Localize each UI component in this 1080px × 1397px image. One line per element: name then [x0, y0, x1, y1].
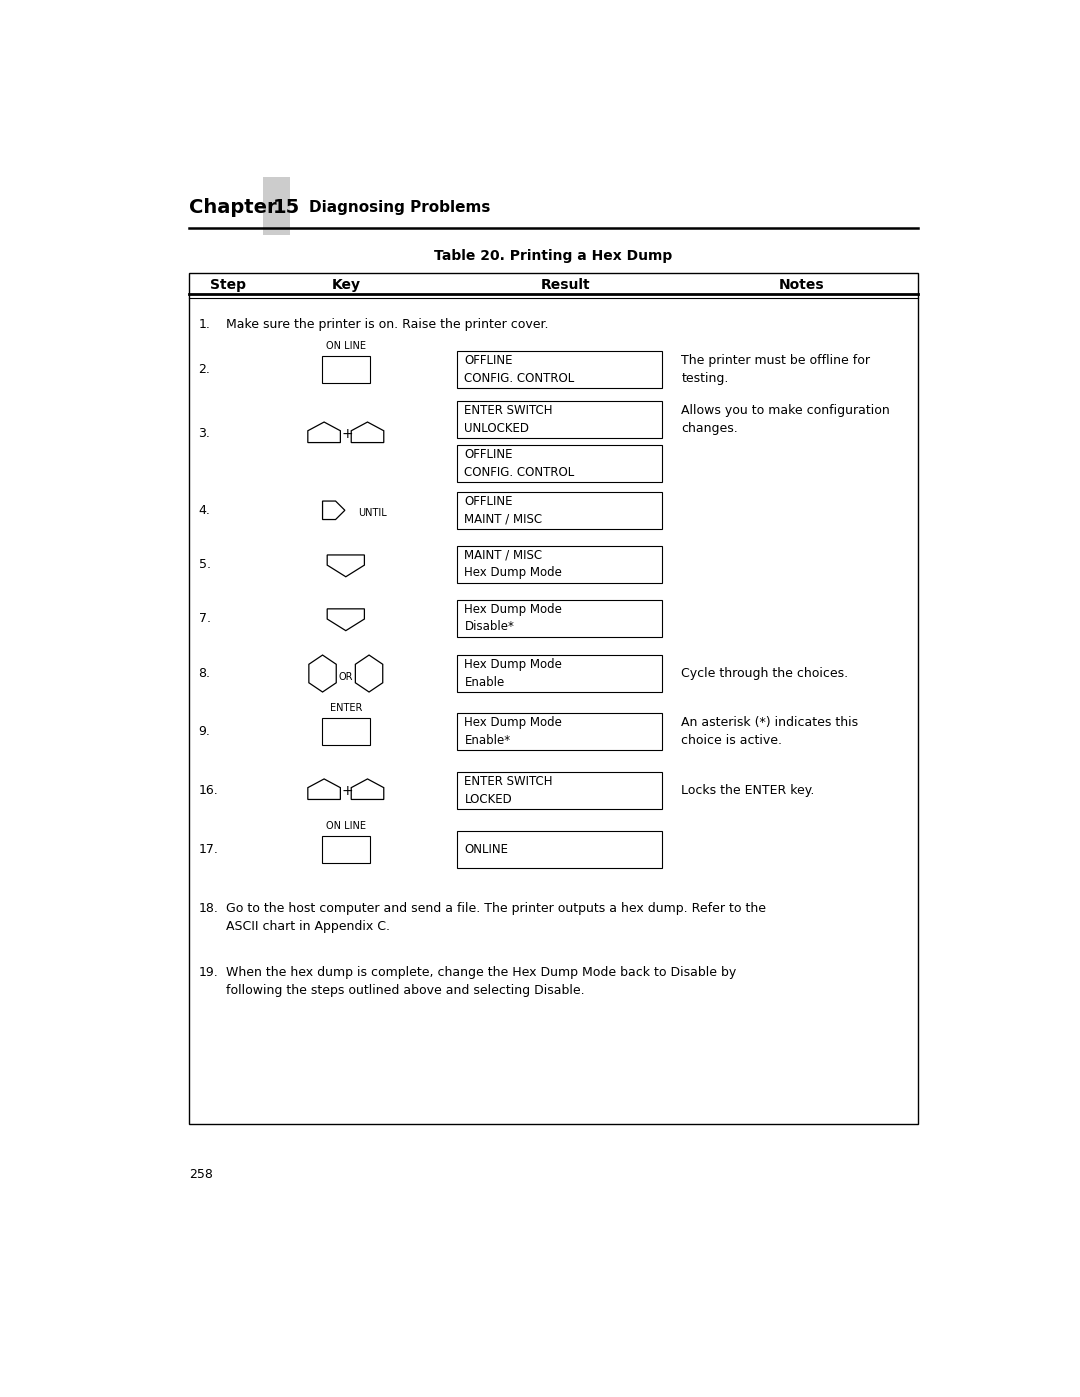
Text: +: +	[341, 784, 353, 798]
Text: Make sure the printer is on. Raise the printer cover.: Make sure the printer is on. Raise the p…	[227, 319, 549, 331]
Text: Cycle through the choices.: Cycle through the choices.	[681, 666, 849, 680]
Text: Hex Dump Mode
Disable*: Hex Dump Mode Disable*	[464, 604, 563, 633]
Text: Locks the ENTER key.: Locks the ENTER key.	[681, 784, 814, 798]
Text: 3.: 3.	[199, 427, 211, 440]
Text: +: +	[341, 426, 353, 440]
Text: Hex Dump Mode
Enable*: Hex Dump Mode Enable*	[464, 717, 563, 746]
Text: ENTER SWITCH
LOCKED: ENTER SWITCH LOCKED	[464, 775, 553, 806]
Text: 7.: 7.	[199, 612, 211, 624]
Text: 8.: 8.	[199, 666, 211, 680]
FancyBboxPatch shape	[457, 712, 662, 750]
Polygon shape	[309, 655, 336, 692]
Text: OFFLINE
CONFIG. CONTROL: OFFLINE CONFIG. CONTROL	[464, 353, 575, 384]
Polygon shape	[323, 502, 345, 520]
FancyBboxPatch shape	[322, 835, 369, 862]
Text: 18.: 18.	[199, 902, 218, 915]
FancyBboxPatch shape	[262, 177, 291, 235]
Text: OR: OR	[338, 672, 353, 682]
FancyBboxPatch shape	[457, 773, 662, 809]
Text: OFFLINE
MAINT / MISC: OFFLINE MAINT / MISC	[464, 495, 542, 525]
Text: ONLINE: ONLINE	[464, 842, 509, 855]
Text: 5.: 5.	[199, 557, 211, 571]
Text: 2.: 2.	[199, 363, 211, 376]
Text: Diagnosing Problems: Diagnosing Problems	[309, 200, 490, 215]
FancyBboxPatch shape	[457, 444, 662, 482]
Text: An asterisk (*) indicates this
choice is active.: An asterisk (*) indicates this choice is…	[681, 715, 859, 747]
Text: 1.: 1.	[199, 319, 211, 331]
Polygon shape	[351, 780, 383, 799]
FancyBboxPatch shape	[457, 492, 662, 529]
FancyBboxPatch shape	[457, 401, 662, 437]
Text: 15: 15	[273, 198, 300, 217]
FancyBboxPatch shape	[322, 718, 369, 745]
Text: MAINT / MISC
Hex Dump Mode: MAINT / MISC Hex Dump Mode	[464, 549, 563, 580]
Text: Chapter: Chapter	[189, 198, 276, 217]
Text: ENTER SWITCH
UNLOCKED: ENTER SWITCH UNLOCKED	[464, 404, 553, 434]
Text: Notes: Notes	[779, 278, 824, 292]
Polygon shape	[327, 555, 364, 577]
Text: Hex Dump Mode
Enable: Hex Dump Mode Enable	[464, 658, 563, 689]
Text: ON LINE: ON LINE	[326, 341, 366, 351]
Text: 9.: 9.	[199, 725, 211, 738]
FancyBboxPatch shape	[322, 356, 369, 383]
FancyBboxPatch shape	[457, 599, 662, 637]
Text: OFFLINE
CONFIG. CONTROL: OFFLINE CONFIG. CONTROL	[464, 448, 575, 479]
FancyBboxPatch shape	[457, 831, 662, 868]
Text: The printer must be offline for
testing.: The printer must be offline for testing.	[681, 353, 870, 386]
Text: 258: 258	[189, 1168, 213, 1180]
Polygon shape	[351, 422, 383, 443]
Text: UNTIL: UNTIL	[359, 507, 387, 518]
Text: Table 20. Printing a Hex Dump: Table 20. Printing a Hex Dump	[434, 249, 673, 263]
Polygon shape	[308, 422, 340, 443]
Text: 16.: 16.	[199, 784, 218, 798]
FancyBboxPatch shape	[189, 274, 918, 1125]
Text: When the hex dump is complete, change the Hex Dump Mode back to Disable by
follo: When the hex dump is complete, change th…	[227, 967, 737, 997]
FancyBboxPatch shape	[457, 351, 662, 388]
FancyBboxPatch shape	[457, 655, 662, 692]
Polygon shape	[327, 609, 364, 630]
Text: Go to the host computer and send a file. The printer outputs a hex dump. Refer t: Go to the host computer and send a file.…	[227, 902, 767, 933]
Text: Result: Result	[540, 278, 590, 292]
Text: 19.: 19.	[199, 967, 218, 979]
Text: Allows you to make configuration
changes.: Allows you to make configuration changes…	[681, 404, 890, 434]
Text: ON LINE: ON LINE	[326, 821, 366, 831]
Text: Step: Step	[211, 278, 246, 292]
Polygon shape	[355, 655, 382, 692]
Polygon shape	[308, 780, 340, 799]
Text: ENTER: ENTER	[329, 703, 362, 714]
FancyBboxPatch shape	[457, 546, 662, 583]
Text: Key: Key	[332, 278, 361, 292]
Text: 4.: 4.	[199, 504, 211, 517]
Text: 17.: 17.	[199, 842, 218, 855]
